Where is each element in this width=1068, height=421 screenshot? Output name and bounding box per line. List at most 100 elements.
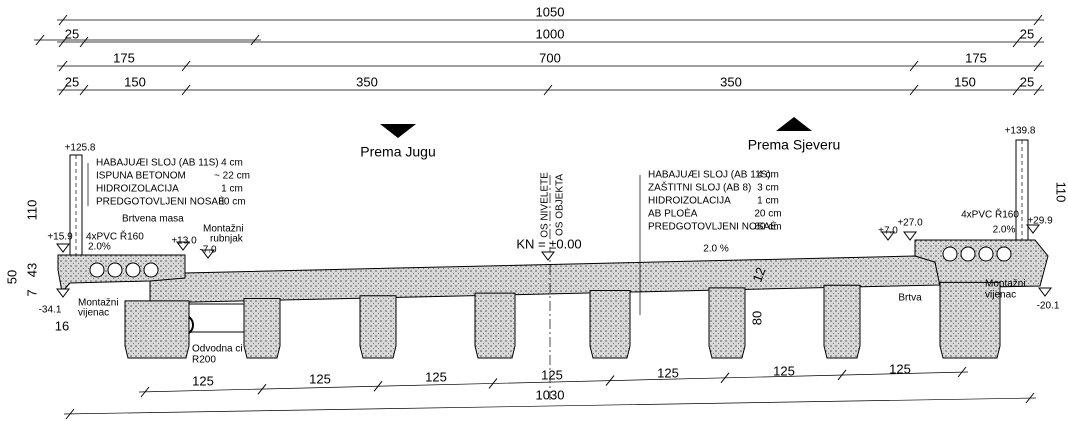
- elevation: +29.9: [1027, 216, 1053, 227]
- label: 2.0%: [88, 242, 111, 253]
- dimension-label: 12: [749, 265, 768, 284]
- dimension-label: 125: [773, 363, 795, 378]
- girder: [124, 300, 190, 359]
- girder: [939, 281, 1001, 359]
- conduit: [996, 246, 1012, 262]
- level-marker: [1038, 287, 1052, 297]
- layer-thickness: 80 cm: [218, 197, 245, 208]
- dimension-tick: [35, 34, 45, 46]
- layer-thickness: 1 cm: [221, 184, 243, 195]
- label: rubnjak: [210, 234, 244, 245]
- layer-thickness: 3 cm: [757, 183, 779, 194]
- dimension-tick: [720, 372, 730, 384]
- layer-name: HIDROIZOLACIJA: [648, 196, 731, 207]
- level-marker: [56, 288, 70, 298]
- dimension-tick: [1025, 392, 1035, 404]
- dimension-label: 125: [657, 365, 679, 380]
- conduit: [978, 246, 994, 262]
- girder: [589, 290, 631, 359]
- dimension-tick: [58, 14, 68, 26]
- level-marker: [903, 231, 917, 241]
- layer-name: PREDGOTOVLJENI NOSAÈ: [648, 220, 777, 233]
- layer-name: ZAŠTITNI SLOJ (AB 8): [648, 181, 751, 194]
- arrow-south: [380, 124, 416, 138]
- dimension-label: 350: [356, 74, 378, 89]
- conduit: [143, 262, 159, 278]
- dimension-tick: [1033, 60, 1043, 72]
- girder: [474, 292, 516, 359]
- elevation: +13.0: [171, 236, 197, 247]
- elevation: +27.0: [897, 218, 923, 229]
- conduit: [107, 262, 123, 278]
- label: Montažni: [985, 279, 1026, 290]
- layer-name: AB PLOÈA: [648, 207, 698, 220]
- structure: [34, 14, 1052, 420]
- level-marker: [541, 251, 555, 261]
- girder: [243, 297, 281, 359]
- dimension-label: 7: [24, 289, 39, 296]
- conduits: [89, 246, 1012, 278]
- elevation: -20.1: [1037, 301, 1060, 312]
- dimension-tick: [1012, 36, 1022, 48]
- dimension-label: 25: [65, 74, 79, 89]
- dimension-tick: [373, 380, 383, 392]
- dimension-label: 25: [1020, 26, 1034, 41]
- dimension-label: 175: [113, 50, 135, 65]
- dimension-tick: [957, 366, 967, 378]
- dimension-tick: [488, 378, 498, 389]
- conduit: [125, 262, 141, 278]
- dimension-label: 110: [24, 200, 39, 221]
- dimension-label: 43: [24, 263, 39, 277]
- label: Brtva: [898, 293, 922, 304]
- dimension-label: 16: [55, 318, 69, 333]
- dimension-tick: [181, 60, 191, 72]
- arrow-north: [776, 117, 812, 131]
- elevation: +7.0: [878, 226, 898, 237]
- dimension-tick: [1012, 84, 1022, 96]
- label: R200: [192, 355, 216, 366]
- layer-thickness: 20 cm: [754, 209, 781, 220]
- dimension-line: [138, 371, 969, 393]
- level-marker: [1026, 224, 1040, 234]
- label: KN = ±0.00: [516, 236, 581, 251]
- elevation: +139.8: [1005, 126, 1036, 137]
- direction-label: Prema Jugu: [360, 144, 435, 160]
- dimension-tick: [543, 84, 553, 96]
- level-marker: [56, 243, 70, 253]
- dimension-label: 25: [1020, 74, 1034, 89]
- layer-thickness: 4 cm: [221, 158, 243, 169]
- label: 2.0 %: [703, 244, 729, 255]
- label: vijenac: [985, 290, 1016, 301]
- level-marker: [881, 231, 895, 241]
- direction-label: Prema Sjeveru: [748, 137, 841, 153]
- elevation: +125.8: [65, 143, 96, 154]
- label: OS NIVELETE: [540, 172, 551, 238]
- dimension-label: 1030: [536, 387, 565, 402]
- dimension-line: [63, 397, 1037, 415]
- dimension-label: 50: [4, 270, 19, 284]
- label: vijenac: [78, 308, 109, 319]
- deck-slab: [149, 255, 941, 304]
- girder: [708, 287, 746, 359]
- dimension-label: 125: [541, 367, 563, 382]
- layer-name: ISPUNA BETONOM: [96, 171, 186, 182]
- elevation: -34.1: [39, 305, 62, 316]
- dimension-tick: [58, 84, 68, 96]
- dimension-label: 125: [309, 371, 331, 386]
- dimension-label: 150: [124, 74, 146, 89]
- label: Brtvena masa: [122, 214, 184, 225]
- dimension-label: 80: [749, 311, 764, 325]
- label: Montažni: [78, 298, 119, 309]
- dimension-tick: [58, 60, 68, 72]
- dimension-tick: [65, 408, 75, 420]
- label: 4xPVC Ř160: [86, 230, 144, 243]
- layer-thickness: 1 cm: [757, 196, 779, 207]
- dimension-tick: [250, 34, 260, 46]
- layer-name: PREDGOTOVLJENI NOSAÈ: [96, 195, 225, 208]
- label: 2.0%: [993, 225, 1016, 236]
- level-marker: [201, 249, 215, 259]
- dimension-tick: [257, 383, 267, 395]
- layer-name: HABAJUÆI SLOJ (AB 11S): [96, 158, 219, 169]
- label: 4xPVC Ř160: [961, 208, 1019, 221]
